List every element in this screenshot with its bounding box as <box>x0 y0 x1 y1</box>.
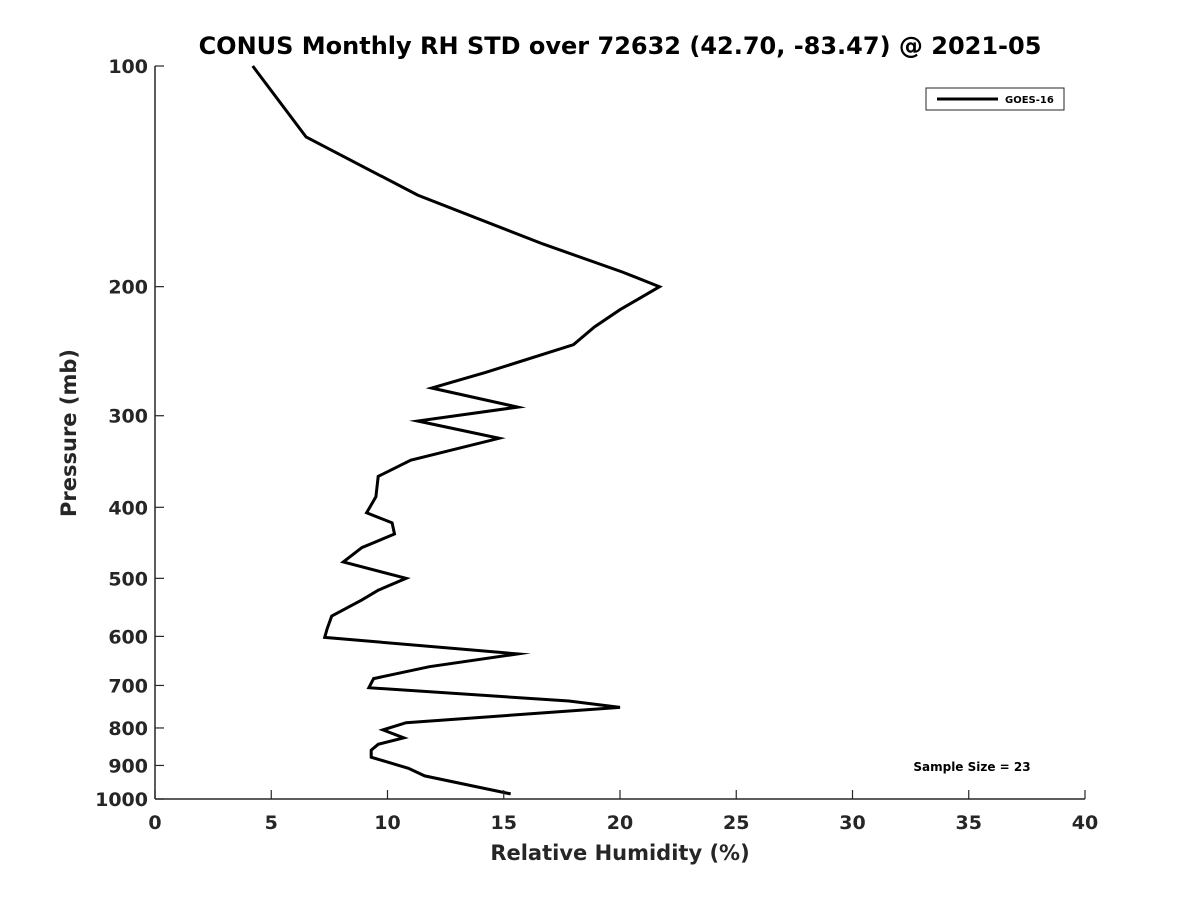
x-tick-label: 10 <box>374 812 400 834</box>
x-axis-label: Relative Humidity (%) <box>490 841 749 865</box>
y-tick-label: 500 <box>108 568 148 590</box>
y-tick-label: 300 <box>108 406 148 428</box>
x-tick-label: 5 <box>265 812 278 834</box>
plot-area <box>155 66 1085 799</box>
series-line-goes-16 <box>251 65 663 796</box>
legend: GOES-16 <box>925 87 1065 111</box>
x-tick-label: 35 <box>956 812 982 834</box>
x-tick-label: 20 <box>607 812 633 834</box>
y-tick-label: 200 <box>108 277 148 299</box>
x-axis-ticks: 0 5 10 15 20 25 30 35 40 <box>148 790 1098 834</box>
legend-label-goes-16: GOES-16 <box>1005 95 1054 106</box>
y-tick-label: 400 <box>108 497 148 519</box>
chart-title: CONUS Monthly RH STD over 72632 (42.70, … <box>199 32 1042 60</box>
y-tick-label: 700 <box>108 675 148 697</box>
x-tick-label: 25 <box>723 812 749 834</box>
y-tick-label: 800 <box>108 718 148 740</box>
x-tick-label: 0 <box>148 812 161 834</box>
y-tick-label: 1000 <box>95 789 148 811</box>
y-tick-label: 600 <box>108 626 148 648</box>
series-layer <box>251 65 663 796</box>
y-tick-label: 900 <box>108 755 148 777</box>
x-tick-label: 40 <box>1072 812 1098 834</box>
y-axis-label: Pressure (mb) <box>57 349 81 517</box>
x-tick-label: 30 <box>839 812 865 834</box>
sample-size-annotation: Sample Size = 23 <box>913 760 1030 774</box>
y-tick-label: 100 <box>108 56 148 78</box>
x-tick-label: 15 <box>491 812 517 834</box>
y-axis-ticks: 100 200 300 400 500 600 700 800 900 1000 <box>95 56 164 811</box>
